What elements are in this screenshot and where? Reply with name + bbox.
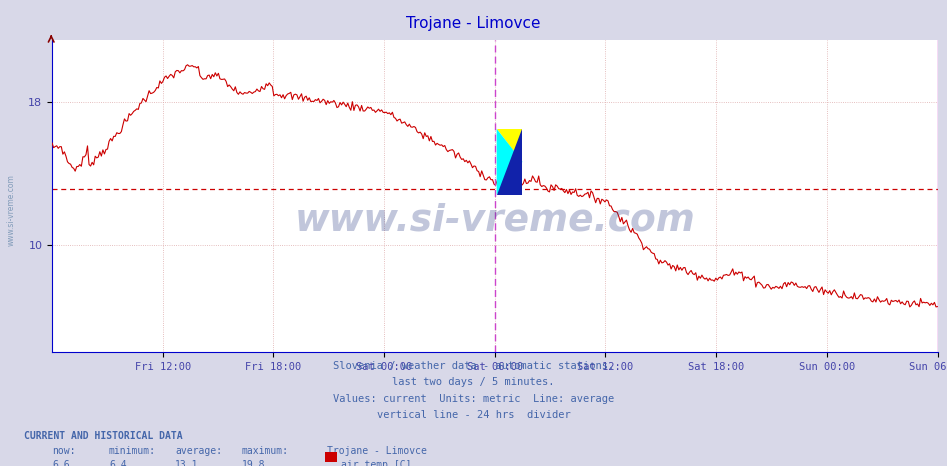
Text: 6.6: 6.6 — [52, 460, 70, 466]
Text: last two days / 5 minutes.: last two days / 5 minutes. — [392, 377, 555, 387]
Polygon shape — [496, 129, 523, 195]
Text: www.si-vreme.com: www.si-vreme.com — [295, 203, 695, 239]
Text: Trojane - Limovce: Trojane - Limovce — [327, 446, 426, 456]
Text: average:: average: — [175, 446, 223, 456]
Text: Trojane - Limovce: Trojane - Limovce — [406, 16, 541, 31]
Text: Slovenia / weather data - automatic stations.: Slovenia / weather data - automatic stat… — [333, 361, 614, 371]
Text: 13.1: 13.1 — [175, 460, 199, 466]
Text: 6.4: 6.4 — [109, 460, 127, 466]
Text: www.si-vreme.com: www.si-vreme.com — [7, 174, 16, 246]
Text: vertical line - 24 hrs  divider: vertical line - 24 hrs divider — [377, 410, 570, 420]
Text: 19.8: 19.8 — [241, 460, 265, 466]
Text: maximum:: maximum: — [241, 446, 289, 456]
Text: Values: current  Units: metric  Line: average: Values: current Units: metric Line: aver… — [333, 394, 614, 404]
Text: now:: now: — [52, 446, 76, 456]
Text: CURRENT AND HISTORICAL DATA: CURRENT AND HISTORICAL DATA — [24, 431, 183, 441]
Polygon shape — [496, 129, 523, 162]
Text: air temp.[C]: air temp.[C] — [341, 460, 411, 466]
Polygon shape — [496, 129, 523, 195]
Text: minimum:: minimum: — [109, 446, 156, 456]
